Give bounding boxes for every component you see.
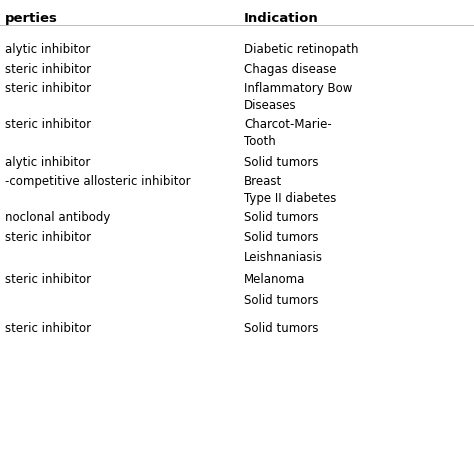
Text: alytic inhibitor: alytic inhibitor	[5, 43, 90, 55]
Text: Charcot-Marie-
Tooth: Charcot-Marie- Tooth	[244, 118, 332, 147]
Text: alytic inhibitor: alytic inhibitor	[5, 156, 90, 169]
Text: Leishnaniasis: Leishnaniasis	[244, 251, 323, 264]
Text: Breast
Type II diabetes: Breast Type II diabetes	[244, 175, 337, 205]
Text: Solid tumors: Solid tumors	[244, 156, 319, 169]
Text: noclonal antibody: noclonal antibody	[5, 211, 110, 224]
Text: perties: perties	[5, 12, 58, 25]
Text: steric inhibitor: steric inhibitor	[5, 273, 91, 286]
Text: steric inhibitor: steric inhibitor	[5, 82, 91, 95]
Text: Solid tumors: Solid tumors	[244, 211, 319, 224]
Text: Solid tumors: Solid tumors	[244, 294, 319, 307]
Text: steric inhibitor: steric inhibitor	[5, 118, 91, 130]
Text: -competitive allosteric inhibitor: -competitive allosteric inhibitor	[5, 175, 191, 188]
Text: Solid tumors: Solid tumors	[244, 231, 319, 244]
Text: Inflammatory Bow
Diseases: Inflammatory Bow Diseases	[244, 82, 353, 112]
Text: Chagas disease: Chagas disease	[244, 63, 337, 75]
Text: steric inhibitor: steric inhibitor	[5, 322, 91, 335]
Text: Solid tumors: Solid tumors	[244, 322, 319, 335]
Text: Diabetic retinopath: Diabetic retinopath	[244, 43, 359, 55]
Text: Indication: Indication	[244, 12, 319, 25]
Text: steric inhibitor: steric inhibitor	[5, 63, 91, 75]
Text: steric inhibitor: steric inhibitor	[5, 231, 91, 244]
Text: Melanoma: Melanoma	[244, 273, 305, 286]
